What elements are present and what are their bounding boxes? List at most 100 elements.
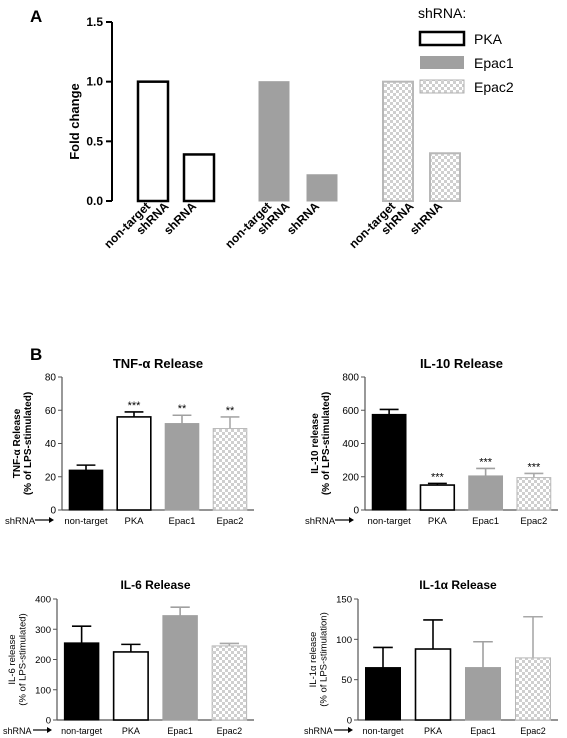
y-axis-label: Fold change [67, 83, 82, 160]
bar [136, 80, 170, 203]
y-tick-label: 80 [45, 373, 57, 384]
bar [68, 469, 104, 511]
y-tick-label: 100 [35, 685, 51, 696]
bar [382, 80, 414, 202]
significance-label: *** [479, 456, 493, 468]
x-tick-label-line: shRNA [284, 199, 322, 237]
chart-il1a-release: IL-1α Release 0 50 100 150 IL-1α release (% of… [304, 578, 558, 736]
bar [112, 651, 149, 721]
legend-label-epac2: Epac2 [474, 79, 514, 95]
y-tick-label: 0.5 [86, 134, 103, 148]
bar [365, 667, 401, 721]
x-tick-label: PKA [124, 516, 144, 527]
bar [63, 642, 100, 721]
y-tick-label: 800 [342, 373, 359, 384]
y-tick-label: 1.0 [86, 75, 103, 89]
y-tick-label: 150 [336, 595, 352, 606]
significance-label: *** [527, 461, 541, 473]
legend-swatch-pka [418, 30, 466, 47]
y-tick-label: 400 [35, 595, 51, 606]
y-axis-label: IL-10 release [310, 413, 321, 474]
y-tick-label: 40 [45, 439, 57, 450]
legend-label-epac1: Epac1 [474, 55, 514, 71]
y-tick-label: 100 [336, 635, 352, 646]
shrna-label: shRNA [305, 516, 336, 527]
y-tick-label: 0.0 [86, 194, 103, 208]
y-tick-label: 300 [35, 625, 51, 636]
bar [414, 648, 452, 721]
x-tick-label: PKA [424, 726, 442, 736]
significance-label: ** [226, 405, 235, 417]
legend-title: shRNA: [418, 5, 466, 21]
y-tick-label: 0 [46, 716, 51, 727]
shrna-arrowhead [49, 517, 54, 523]
x-tick-label: Epac1 [470, 726, 496, 736]
chart-title: IL-10 Release [420, 356, 503, 371]
shrna-arrowhead [349, 517, 354, 523]
x-tick-label: Epac1 [167, 726, 193, 736]
x-tick-label: Epac1 [169, 516, 196, 527]
y-tick-label: 50 [341, 675, 352, 686]
panel-a-label: A [30, 7, 42, 26]
bar [258, 81, 290, 202]
bar [516, 477, 552, 511]
x-tick-label: Epac2 [520, 516, 547, 527]
y-axis-label-unit: (% of LPS-stimulation) [319, 612, 330, 707]
shrna-label: shRNA [304, 726, 333, 736]
y-axis-label: TNF-α Release [12, 408, 23, 478]
shrna-label: shRNA [5, 516, 36, 527]
x-tick-label: PKA [122, 726, 140, 736]
legend-panel-a: shRNA: PKA Epac1 Epac2 [418, 5, 514, 95]
shrna-label: shRNA [3, 726, 32, 736]
legend-swatch-epac1 [420, 56, 464, 69]
y-tick-label: 0 [50, 506, 56, 517]
y-axis-label-unit: (% of LPS-stimulated) [321, 392, 332, 495]
y-tick-label: 0 [347, 716, 352, 727]
legend-label-pka: PKA [474, 31, 503, 47]
significance-label: *** [128, 400, 142, 412]
x-tick-label: Epac2 [217, 516, 244, 527]
x-tick-label: PKA [428, 516, 448, 527]
chart-title: IL-1α Release [419, 578, 497, 592]
shrna-arrowhead [348, 727, 353, 733]
x-tick-label: shRNA [284, 199, 322, 237]
x-tick-label: non-targetshRNA [346, 190, 416, 260]
shrna-arrowhead [47, 727, 52, 733]
x-tick-label: Epac1 [472, 516, 499, 527]
y-axis-label: IL-6 release [7, 634, 18, 684]
bar [429, 152, 461, 202]
y-axis-label-unit: (% of LPS-stimulated) [18, 613, 29, 705]
bar [116, 416, 152, 511]
y-tick-label: 0 [353, 506, 359, 517]
significance-label: *** [431, 471, 445, 483]
y-axis-label: IL-1α release [308, 632, 319, 688]
significance-label: ** [178, 403, 187, 415]
bar [306, 174, 338, 202]
bar [211, 645, 248, 721]
x-tick-label: non-target [64, 516, 108, 527]
x-tick-label: Epac2 [217, 726, 243, 736]
y-tick-label: 20 [45, 472, 57, 483]
bar [419, 484, 456, 511]
x-tick-label: non-targetshRNA [222, 190, 292, 260]
panel-b-label: B [30, 345, 42, 364]
chart-il10-release: IL-10 Release 0 200 400 600 800 IL-10 release(… [305, 356, 558, 527]
x-tick-label: non-target [367, 516, 411, 527]
y-axis-label-unit: (% of LPS-stimulated) [23, 392, 34, 495]
bar [468, 475, 504, 511]
x-tick-label: Epac2 [520, 726, 546, 736]
bar [371, 413, 407, 511]
x-tick-label-line: shRNA [407, 199, 445, 237]
y-tick-label: 200 [35, 655, 51, 666]
bar [164, 423, 200, 511]
bar [515, 657, 551, 721]
legend-swatch-epac2 [419, 79, 465, 94]
chart-il6-release: IL-6 Release 0 100 200 300 400 IL-6 release (% … [3, 578, 254, 736]
y-tick-label: 600 [342, 406, 359, 417]
chart-title: IL-6 Release [120, 578, 190, 592]
x-tick-label: non-target [362, 726, 404, 736]
y-tick-label: 200 [342, 472, 359, 483]
